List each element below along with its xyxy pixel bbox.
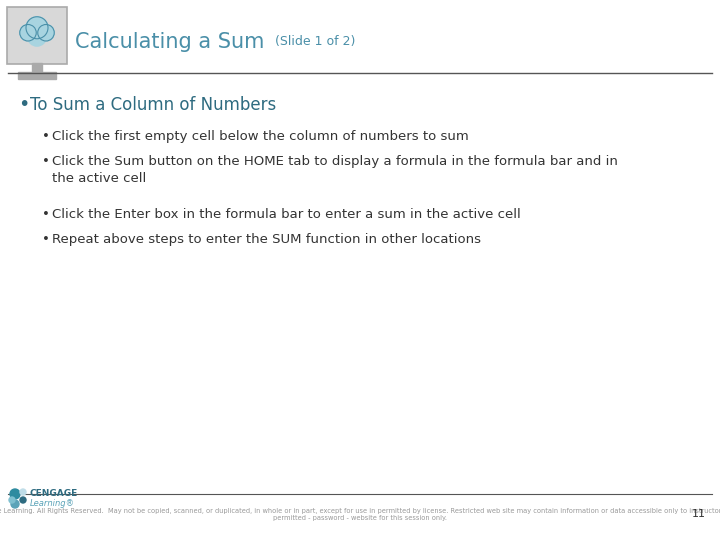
Text: •: • <box>42 155 50 168</box>
Text: Learning®: Learning® <box>30 500 75 509</box>
Circle shape <box>19 24 36 41</box>
Circle shape <box>10 489 20 499</box>
Text: •: • <box>18 96 30 114</box>
Circle shape <box>27 28 46 46</box>
Text: Click the first empty cell below the column of numbers to sum: Click the first empty cell below the col… <box>52 130 469 143</box>
Circle shape <box>20 497 26 503</box>
Text: •: • <box>42 233 50 246</box>
Bar <box>19 72 55 79</box>
Text: CENGAGE: CENGAGE <box>30 489 78 497</box>
Bar <box>32 63 42 73</box>
Text: © 2017 Cengage Learning. All Rights Reserved.  May not be copied, scanned, or du: © 2017 Cengage Learning. All Rights Rese… <box>0 507 720 521</box>
Circle shape <box>37 24 54 41</box>
Text: 11: 11 <box>692 509 706 519</box>
Text: Click the Sum button on the HOME tab to display a formula in the formula bar and: Click the Sum button on the HOME tab to … <box>52 155 618 185</box>
Text: •: • <box>42 130 50 143</box>
Text: •: • <box>42 208 50 221</box>
Circle shape <box>26 17 48 39</box>
Text: Calculating a Sum: Calculating a Sum <box>75 32 264 52</box>
FancyBboxPatch shape <box>7 7 67 64</box>
Text: To Sum a Column of Numbers: To Sum a Column of Numbers <box>30 96 276 114</box>
Text: (Slide 1 of 2): (Slide 1 of 2) <box>271 36 356 49</box>
Circle shape <box>11 500 19 508</box>
Text: Repeat above steps to enter the SUM function in other locations: Repeat above steps to enter the SUM func… <box>52 233 481 246</box>
Circle shape <box>20 489 26 495</box>
Text: Click the Enter box in the formula bar to enter a sum in the active cell: Click the Enter box in the formula bar t… <box>52 208 521 221</box>
Circle shape <box>9 497 15 503</box>
